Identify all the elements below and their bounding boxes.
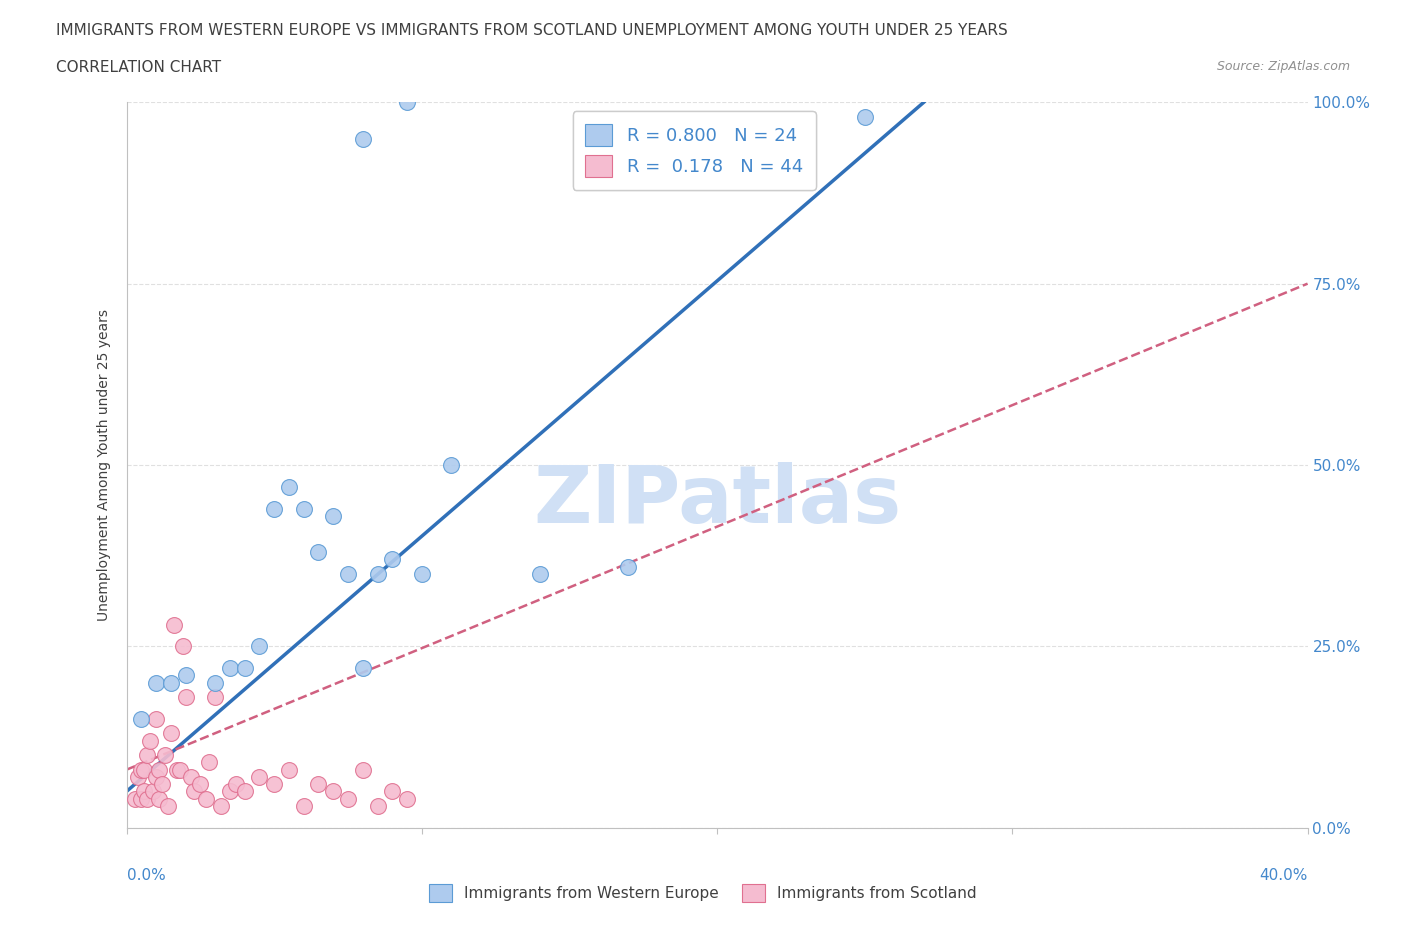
Point	[139, 733, 162, 748]
Point	[124, 791, 146, 806]
Point	[529, 566, 551, 581]
Point	[322, 509, 344, 524]
Point	[145, 711, 167, 726]
Point	[307, 777, 329, 791]
Point	[188, 777, 211, 791]
Legend: R = 0.800   N = 24, R =  0.178   N = 44: R = 0.800 N = 24, R = 0.178 N = 44	[572, 112, 815, 190]
Point	[204, 675, 226, 690]
Point	[142, 784, 165, 799]
Point	[440, 458, 463, 472]
Point	[381, 784, 404, 799]
Point	[337, 791, 360, 806]
Point	[247, 639, 270, 654]
Point	[352, 131, 374, 146]
Point	[160, 726, 183, 741]
Point	[396, 95, 419, 110]
Point	[278, 479, 301, 494]
Point	[263, 501, 285, 516]
Point	[174, 668, 197, 683]
Point	[153, 748, 176, 763]
Point	[145, 675, 167, 690]
Point	[166, 763, 188, 777]
Point	[292, 501, 315, 516]
Point	[366, 799, 388, 814]
Y-axis label: Unemployment Among Youth under 25 years: Unemployment Among Youth under 25 years	[97, 309, 111, 621]
Point	[145, 769, 167, 784]
Point	[411, 566, 433, 581]
Point	[129, 763, 153, 777]
Point	[263, 777, 285, 791]
Point	[233, 784, 256, 799]
Point	[225, 777, 247, 791]
Text: Source: ZipAtlas.com: Source: ZipAtlas.com	[1216, 60, 1350, 73]
Point	[307, 545, 329, 560]
Point	[134, 784, 156, 799]
Point	[180, 769, 202, 784]
Point	[278, 763, 301, 777]
Legend: Immigrants from Western Europe, Immigrants from Scotland: Immigrants from Western Europe, Immigran…	[423, 878, 983, 909]
Point	[233, 660, 256, 675]
Text: 0.0%: 0.0%	[127, 868, 166, 883]
Text: 40.0%: 40.0%	[1260, 868, 1308, 883]
Point	[396, 791, 419, 806]
Point	[172, 639, 194, 654]
Point	[136, 791, 159, 806]
Point	[366, 566, 388, 581]
Point	[174, 690, 197, 705]
Point	[134, 763, 156, 777]
Text: ZIPatlas: ZIPatlas	[533, 462, 901, 540]
Point	[352, 660, 374, 675]
Point	[209, 799, 232, 814]
Point	[218, 784, 242, 799]
Point	[148, 791, 170, 806]
Point	[198, 755, 221, 770]
Point	[617, 559, 640, 574]
Point	[136, 748, 159, 763]
Point	[150, 777, 173, 791]
Point	[129, 791, 153, 806]
Text: CORRELATION CHART: CORRELATION CHART	[56, 60, 221, 75]
Point	[352, 763, 374, 777]
Point	[853, 110, 876, 125]
Point	[183, 784, 205, 799]
Point	[129, 711, 153, 726]
Point	[127, 769, 149, 784]
Point	[204, 690, 226, 705]
Point	[148, 763, 170, 777]
Point	[163, 618, 186, 632]
Point	[156, 799, 179, 814]
Point	[292, 799, 315, 814]
Point	[218, 660, 242, 675]
Point	[169, 763, 191, 777]
Point	[247, 769, 270, 784]
Text: IMMIGRANTS FROM WESTERN EUROPE VS IMMIGRANTS FROM SCOTLAND UNEMPLOYMENT AMONG YO: IMMIGRANTS FROM WESTERN EUROPE VS IMMIGR…	[56, 23, 1008, 38]
Point	[337, 566, 360, 581]
Point	[322, 784, 344, 799]
Point	[160, 675, 183, 690]
Point	[381, 551, 404, 566]
Point	[195, 791, 218, 806]
